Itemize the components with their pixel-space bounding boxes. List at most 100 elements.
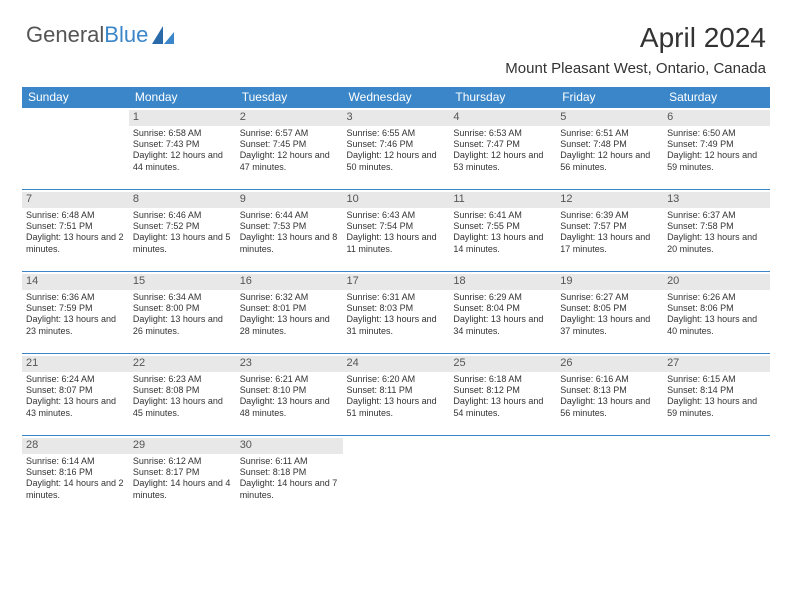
logo-text-1: General	[26, 22, 104, 48]
daylight-text: Daylight: 12 hours and 44 minutes.	[133, 150, 232, 173]
day-number: 29	[129, 438, 236, 454]
daylight-text: Daylight: 14 hours and 2 minutes.	[26, 478, 125, 501]
sunset-text: Sunset: 7:53 PM	[240, 221, 339, 232]
sunrise-text: Sunrise: 6:27 AM	[560, 292, 659, 303]
day-number: 27	[663, 356, 770, 372]
sunset-text: Sunset: 7:45 PM	[240, 139, 339, 150]
col-friday: Friday	[556, 87, 663, 108]
daylight-text: Daylight: 13 hours and 37 minutes.	[560, 314, 659, 337]
calendar-body: 1Sunrise: 6:58 AMSunset: 7:43 PMDaylight…	[22, 108, 770, 518]
sunset-text: Sunset: 8:05 PM	[560, 303, 659, 314]
daylight-text: Daylight: 13 hours and 40 minutes.	[667, 314, 766, 337]
sunrise-text: Sunrise: 6:24 AM	[26, 374, 125, 385]
col-sunday: Sunday	[22, 87, 129, 108]
col-wednesday: Wednesday	[343, 87, 450, 108]
sunrise-text: Sunrise: 6:29 AM	[453, 292, 552, 303]
day-number: 24	[343, 356, 450, 372]
daylight-text: Daylight: 12 hours and 56 minutes.	[560, 150, 659, 173]
sunset-text: Sunset: 8:16 PM	[26, 467, 125, 478]
sunset-text: Sunset: 8:04 PM	[453, 303, 552, 314]
sunset-text: Sunset: 8:13 PM	[560, 385, 659, 396]
calendar-row: 7Sunrise: 6:48 AMSunset: 7:51 PMDaylight…	[22, 190, 770, 272]
daylight-text: Daylight: 12 hours and 47 minutes.	[240, 150, 339, 173]
calendar-cell: 14Sunrise: 6:36 AMSunset: 7:59 PMDayligh…	[22, 272, 129, 354]
month-title: April 2024	[505, 22, 766, 54]
calendar-cell: 3Sunrise: 6:55 AMSunset: 7:46 PMDaylight…	[343, 108, 450, 190]
location-text: Mount Pleasant West, Ontario, Canada	[505, 60, 766, 77]
calendar-cell: 7Sunrise: 6:48 AMSunset: 7:51 PMDaylight…	[22, 190, 129, 272]
sunset-text: Sunset: 7:43 PM	[133, 139, 232, 150]
sunset-text: Sunset: 8:08 PM	[133, 385, 232, 396]
col-tuesday: Tuesday	[236, 87, 343, 108]
daylight-text: Daylight: 13 hours and 26 minutes.	[133, 314, 232, 337]
sunrise-text: Sunrise: 6:11 AM	[240, 456, 339, 467]
sunset-text: Sunset: 7:51 PM	[26, 221, 125, 232]
col-saturday: Saturday	[663, 87, 770, 108]
day-number: 15	[129, 274, 236, 290]
sunset-text: Sunset: 7:58 PM	[667, 221, 766, 232]
calendar-cell: 18 Sunrise: 6:29 AMSunset: 8:04 PMDayligh…	[449, 272, 556, 354]
logo-text-2: Blue	[104, 22, 148, 48]
logo-sail-icon	[152, 26, 174, 44]
sunset-text: Sunset: 7:49 PM	[667, 139, 766, 150]
col-monday: Monday	[129, 87, 236, 108]
sunrise-text: Sunrise: 6:18 AM	[453, 374, 552, 385]
sunrise-text: Sunrise: 6:23 AM	[133, 374, 232, 385]
day-header-row: Sunday Monday Tuesday Wednesday Thursday…	[22, 87, 770, 108]
calendar-cell: 16Sunrise: 6:32 AMSunset: 8:01 PMDayligh…	[236, 272, 343, 354]
sunrise-text: Sunrise: 6:12 AM	[133, 456, 232, 467]
calendar-cell	[22, 108, 129, 190]
day-number: 11	[449, 192, 556, 208]
daylight-text: Daylight: 13 hours and 54 minutes.	[453, 396, 552, 419]
sunset-text: Sunset: 8:07 PM	[26, 385, 125, 396]
logo: GeneralBlue	[26, 22, 174, 48]
sunset-text: Sunset: 7:47 PM	[453, 139, 552, 150]
sunset-text: Sunset: 7:57 PM	[560, 221, 659, 232]
day-number: 7	[22, 192, 129, 208]
calendar-cell: 23Sunrise: 6:21 AMSunset: 8:10 PMDayligh…	[236, 354, 343, 436]
day-number: 14	[22, 274, 129, 290]
calendar-cell: 9Sunrise: 6:44 AMSunset: 7:53 PMDaylight…	[236, 190, 343, 272]
calendar-cell	[449, 436, 556, 518]
calendar-cell: 11Sunrise: 6:41 AMSunset: 7:55 PMDayligh…	[449, 190, 556, 272]
day-number: 26	[556, 356, 663, 372]
day-number: 13	[663, 192, 770, 208]
sunset-text: Sunset: 7:55 PM	[453, 221, 552, 232]
day-number: 3	[343, 110, 450, 126]
header: GeneralBlue April 2024 Mount Pleasant We…	[0, 0, 792, 77]
sunset-text: Sunset: 8:18 PM	[240, 467, 339, 478]
calendar-cell: 19 Sunrise: 6:27 AMSunset: 8:05 PMDayligh…	[556, 272, 663, 354]
calendar-table: Sunday Monday Tuesday Wednesday Thursday…	[22, 87, 770, 518]
day-number: 17	[343, 274, 450, 290]
calendar-cell	[343, 436, 450, 518]
col-thursday: Thursday	[449, 87, 556, 108]
sunrise-text: Sunrise: 6:55 AM	[347, 128, 446, 139]
calendar-cell: 27Sunrise: 6:15 AMSunset: 8:14 PMDayligh…	[663, 354, 770, 436]
sunrise-text: Sunrise: 6:51 AM	[560, 128, 659, 139]
daylight-text: Daylight: 13 hours and 8 minutes.	[240, 232, 339, 255]
calendar-cell: 25Sunrise: 6:18 AMSunset: 8:12 PMDayligh…	[449, 354, 556, 436]
day-number: 16	[236, 274, 343, 290]
sunset-text: Sunset: 8:10 PM	[240, 385, 339, 396]
title-block: April 2024 Mount Pleasant West, Ontario,…	[505, 22, 766, 77]
sunrise-text: Sunrise: 6:53 AM	[453, 128, 552, 139]
sunset-text: Sunset: 8:03 PM	[347, 303, 446, 314]
sunset-text: Sunset: 7:59 PM	[26, 303, 125, 314]
day-number: 23	[236, 356, 343, 372]
daylight-text: Daylight: 13 hours and 45 minutes.	[133, 396, 232, 419]
sunrise-text: Sunrise: 6:36 AM	[26, 292, 125, 303]
day-number: 8	[129, 192, 236, 208]
calendar-cell: 1Sunrise: 6:58 AMSunset: 7:43 PMDaylight…	[129, 108, 236, 190]
sunrise-text: Sunrise: 6:16 AM	[560, 374, 659, 385]
sunrise-text: Sunrise: 6:41 AM	[453, 210, 552, 221]
sunrise-text: Sunrise: 6:32 AM	[240, 292, 339, 303]
day-number: 19	[556, 274, 663, 290]
calendar-cell: 24Sunrise: 6:20 AMSunset: 8:11 PMDayligh…	[343, 354, 450, 436]
sunrise-text: Sunrise: 6:15 AM	[667, 374, 766, 385]
day-number: 18	[449, 274, 556, 290]
calendar-cell: 29Sunrise: 6:12 AMSunset: 8:17 PMDayligh…	[129, 436, 236, 518]
calendar-cell: 12Sunrise: 6:39 AMSunset: 7:57 PMDayligh…	[556, 190, 663, 272]
daylight-text: Daylight: 13 hours and 11 minutes.	[347, 232, 446, 255]
daylight-text: Daylight: 12 hours and 59 minutes.	[667, 150, 766, 173]
daylight-text: Daylight: 13 hours and 34 minutes.	[453, 314, 552, 337]
